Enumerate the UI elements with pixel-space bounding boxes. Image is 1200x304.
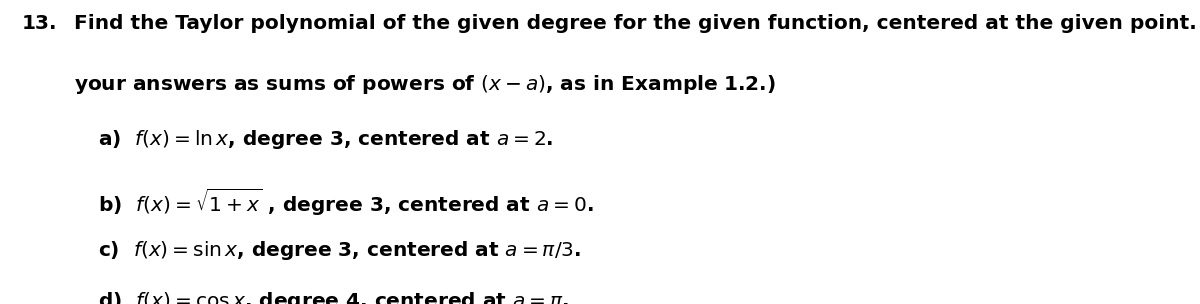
Text: d)  $f(x)=\cos x$, degree 4, centered at $a=\pi$.: d) $f(x)=\cos x$, degree 4, centered at …: [98, 290, 570, 304]
Text: your answers as sums of powers of $(x-a)$, as in Example 1.2.): your answers as sums of powers of $(x-a)…: [74, 73, 776, 96]
Text: b)  $f(x)=\sqrt{1+x}$ , degree 3, centered at $a=0$.: b) $f(x)=\sqrt{1+x}$ , degree 3, centere…: [98, 187, 594, 218]
Text: a)  $f(x)=\ln x$, degree 3, centered at $a=2$.: a) $f(x)=\ln x$, degree 3, centered at $…: [98, 128, 554, 151]
Text: 13.: 13.: [22, 14, 58, 33]
Text: c)  $f(x)=\sin x$, degree 3, centered at $a=\pi/3$.: c) $f(x)=\sin x$, degree 3, centered at …: [98, 239, 582, 262]
Text: Find the Taylor polynomial of the given degree for the given function, centered : Find the Taylor polynomial of the given …: [74, 14, 1200, 33]
